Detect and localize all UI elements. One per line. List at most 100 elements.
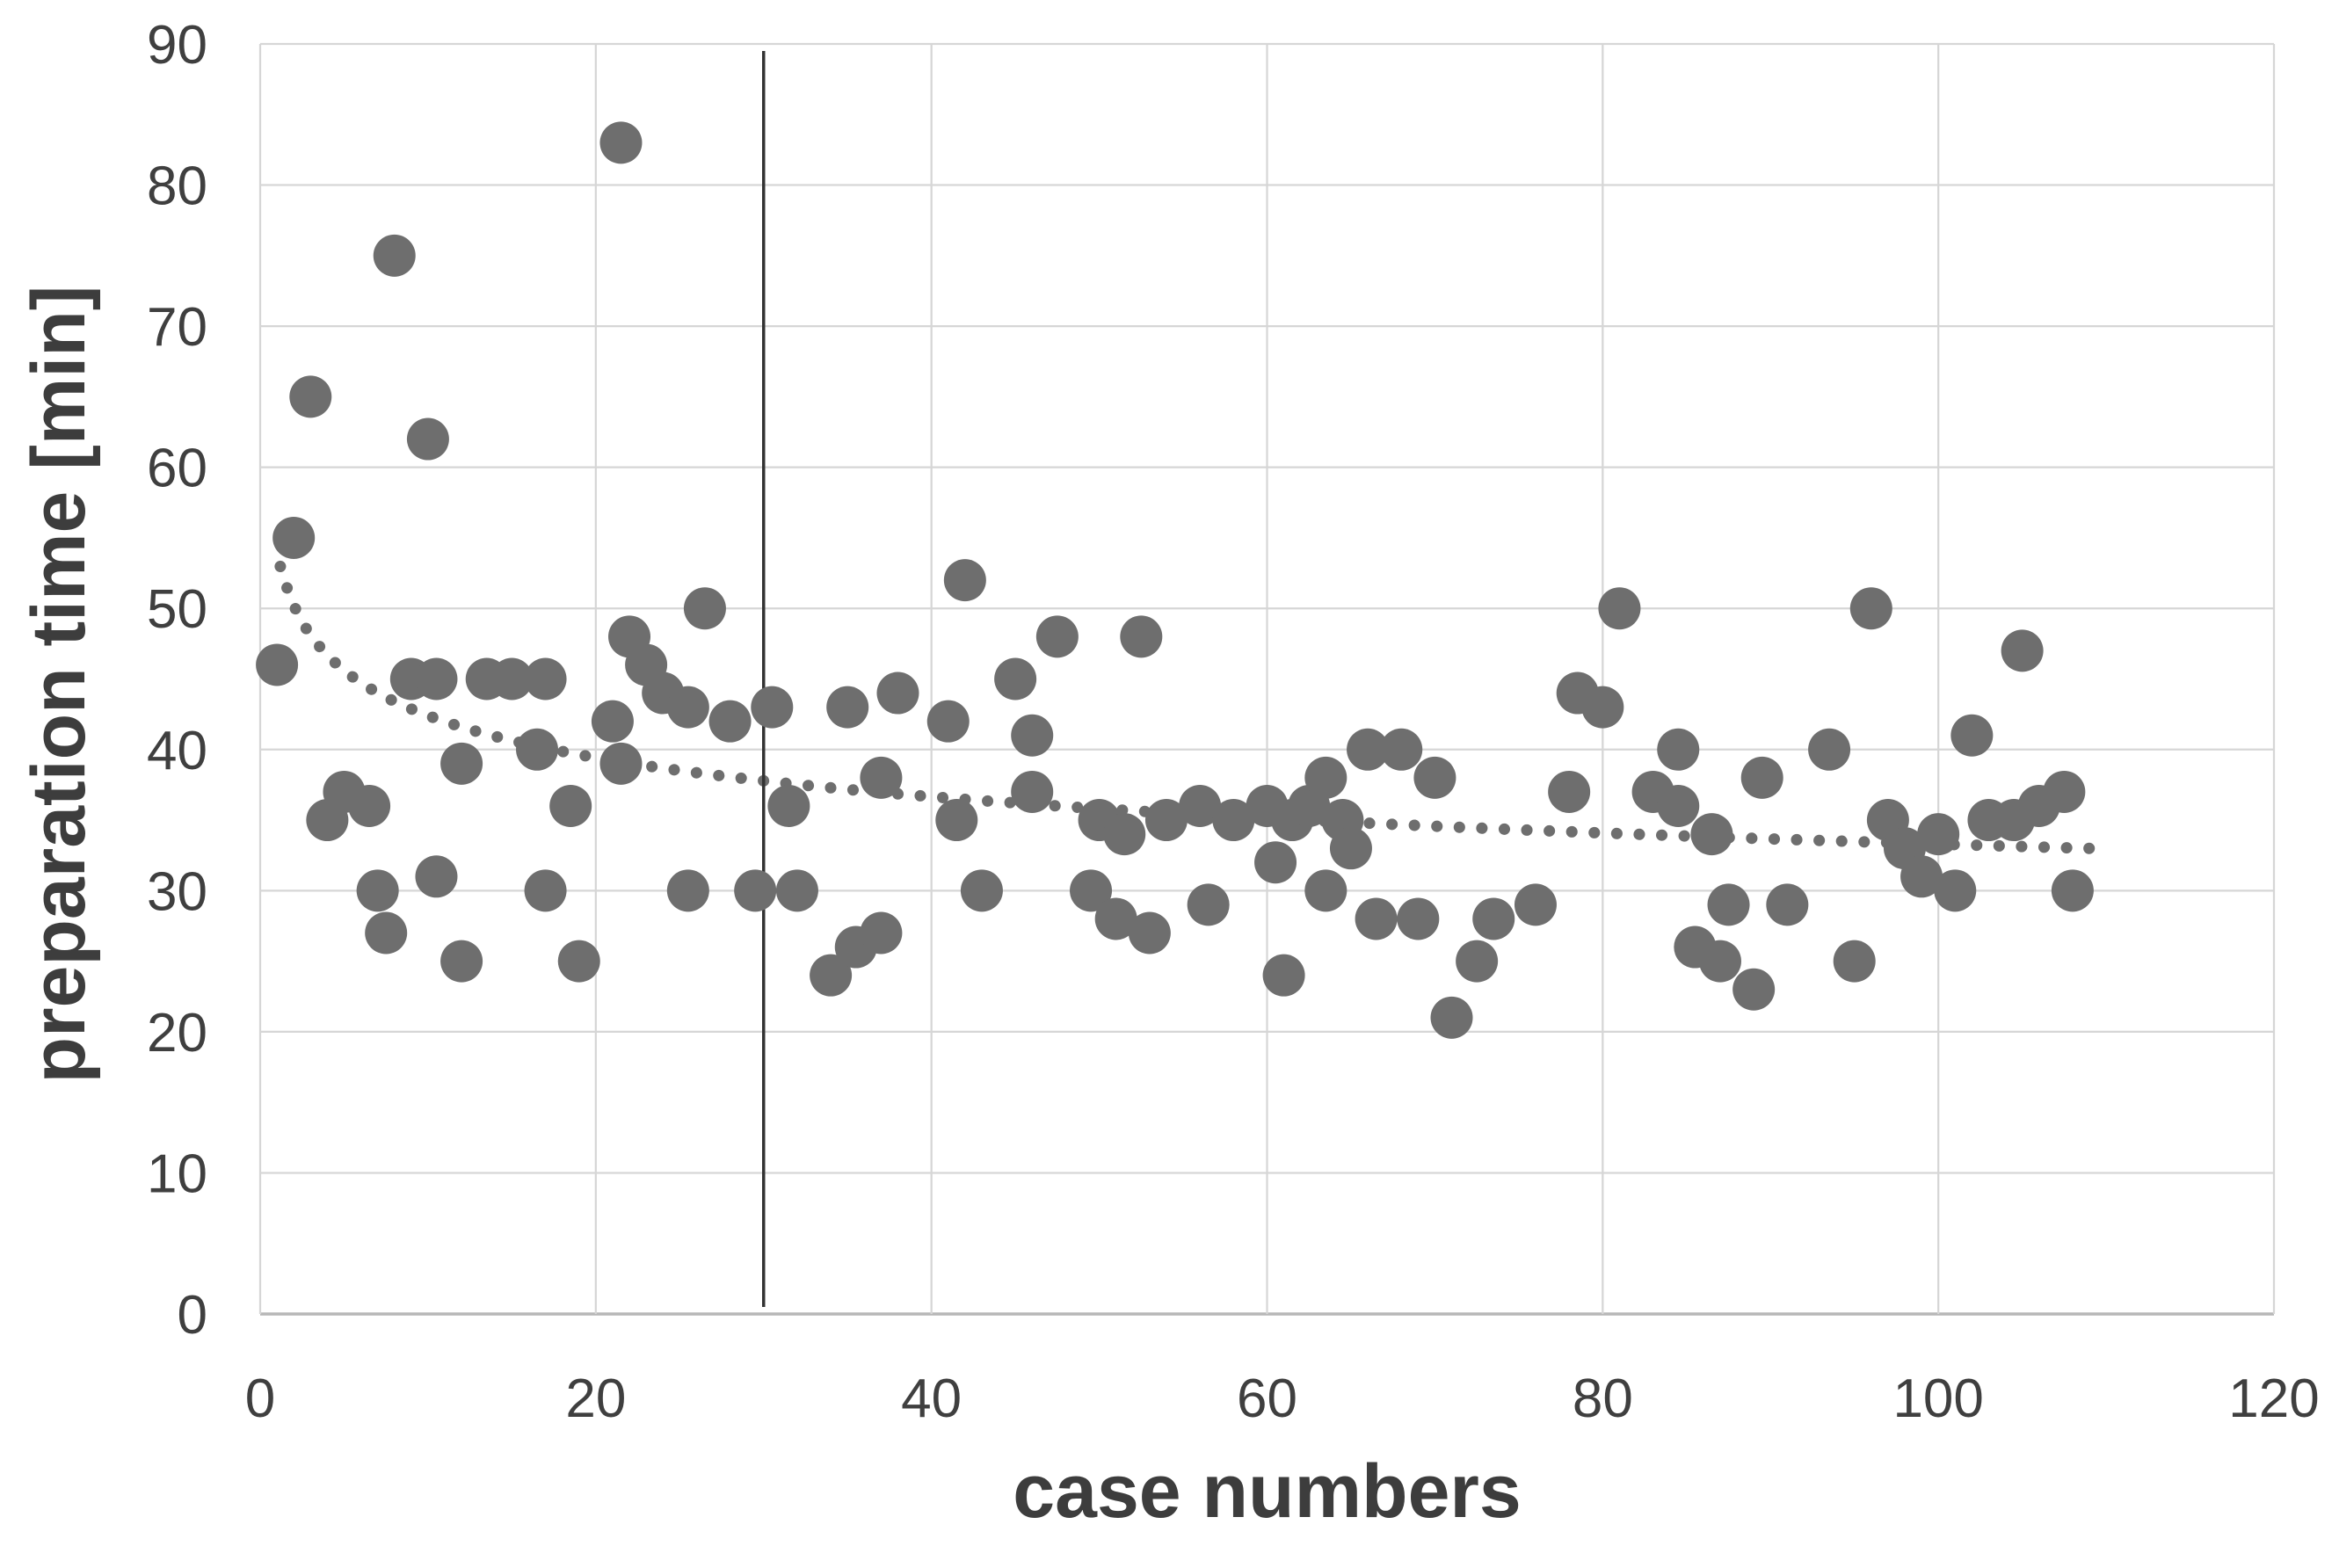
data-points-group: [256, 121, 2094, 1039]
data-point: [860, 911, 903, 955]
data-point: [557, 940, 600, 983]
data-point: [1900, 855, 1943, 898]
y-tick-label: 30: [147, 861, 207, 922]
x-tick-label: 120: [2228, 1368, 2319, 1429]
y-tick-label: 10: [147, 1143, 207, 1204]
data-point: [876, 671, 919, 715]
data-point: [1144, 799, 1188, 842]
data-point: [666, 869, 709, 912]
data-point: [373, 234, 416, 277]
data-point: [1548, 770, 1591, 813]
data-point: [1766, 883, 1809, 926]
data-point: [1698, 940, 1741, 983]
data-point: [1598, 587, 1641, 630]
data-point: [1657, 728, 1700, 771]
data-point: [1070, 869, 1113, 912]
data-point: [926, 700, 970, 743]
y-tick-label: 40: [147, 721, 207, 781]
data-point: [406, 417, 449, 461]
data-point: [549, 785, 592, 827]
data-point: [440, 742, 483, 785]
data-point: [943, 559, 986, 602]
data-point: [666, 686, 709, 729]
data-point: [810, 954, 853, 997]
data-point: [1456, 940, 1499, 983]
data-point: [2051, 869, 2094, 912]
data-point: [1581, 686, 1624, 729]
y-axis-title: preparation time [min]: [17, 285, 101, 1084]
y-tick-label: 50: [147, 579, 207, 640]
data-point: [683, 587, 726, 630]
data-point: [708, 700, 752, 743]
data-point: [256, 643, 299, 686]
data-point: [1413, 756, 1456, 799]
data-point: [591, 700, 634, 743]
data-point: [1011, 714, 1054, 757]
data-point: [1103, 813, 1146, 856]
data-point: [1347, 728, 1390, 771]
y-tick-label: 60: [147, 439, 207, 499]
x-axis-title: case numbers: [1013, 1449, 1522, 1534]
data-point: [1262, 954, 1305, 997]
tick-labels-group: 0 20 40 60 80 100 120 0 10 20 30 40 50 60 70 80 90: [147, 15, 2320, 1429]
data-point: [1304, 869, 1347, 912]
data-point: [1035, 615, 1079, 658]
data-point: [1934, 869, 1977, 912]
y-tick-label: 0: [178, 1285, 207, 1346]
data-point: [272, 516, 316, 559]
data-point: [1212, 799, 1255, 842]
x-tick-label: 60: [1237, 1368, 1297, 1429]
data-point: [1732, 968, 1776, 1011]
data-point: [1179, 785, 1222, 827]
data-point: [356, 869, 399, 912]
data-point: [734, 869, 777, 912]
data-point: [1707, 883, 1750, 926]
data-point: [1254, 841, 1297, 884]
data-point: [1950, 714, 1994, 757]
data-point: [524, 869, 567, 912]
data-point: [1849, 587, 1892, 630]
data-point: [1011, 770, 1054, 813]
data-point: [1094, 897, 1137, 940]
data-point: [960, 869, 1003, 912]
data-point: [1657, 785, 1700, 827]
data-point: [1514, 883, 1557, 926]
data-point: [2001, 629, 2044, 672]
data-point: [516, 728, 559, 771]
data-point: [365, 911, 408, 955]
data-point: [490, 657, 534, 701]
data-point: [994, 657, 1037, 701]
y-tick-label: 80: [147, 156, 207, 217]
data-point: [1833, 940, 1876, 983]
x-tick-label: 0: [245, 1368, 275, 1429]
data-point: [1128, 911, 1171, 955]
data-point: [775, 869, 818, 912]
data-point: [1304, 756, 1347, 799]
data-point: [1397, 897, 1440, 940]
data-point: [599, 121, 643, 164]
data-point: [440, 940, 483, 983]
x-tick-label: 100: [1892, 1368, 1983, 1429]
data-point: [1472, 897, 1515, 940]
data-point: [767, 785, 810, 827]
data-point: [1690, 813, 1733, 856]
data-point: [2043, 770, 2086, 813]
data-point: [751, 686, 794, 729]
data-point: [599, 742, 643, 785]
gridlines-group: [258, 42, 2276, 1316]
data-point: [1355, 897, 1398, 940]
data-point: [348, 785, 391, 827]
data-point: [1380, 728, 1423, 771]
data-point: [1120, 615, 1163, 658]
data-point: [415, 657, 458, 701]
y-tick-label: 20: [147, 1003, 207, 1063]
x-tick-label: 40: [901, 1368, 962, 1429]
x-tick-label: 20: [565, 1368, 626, 1429]
data-point: [826, 686, 869, 729]
data-point: [1917, 813, 1960, 856]
data-point: [415, 855, 458, 898]
data-point: [1808, 728, 1851, 771]
y-tick-label: 70: [147, 297, 207, 358]
